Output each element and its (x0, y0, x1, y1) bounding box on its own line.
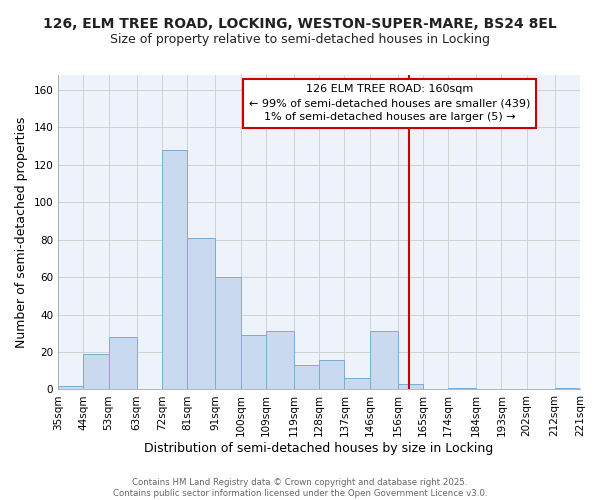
Bar (162, 150, 187, 390)
Bar (294, 365, 319, 390)
Bar (319, 360, 344, 390)
Bar (448, 388, 476, 390)
Bar (555, 388, 580, 390)
Bar (241, 335, 266, 390)
Bar (58, 386, 83, 390)
X-axis label: Distribution of semi-detached houses by size in Locking: Distribution of semi-detached houses by … (145, 442, 494, 455)
Text: Size of property relative to semi-detached houses in Locking: Size of property relative to semi-detach… (110, 32, 490, 46)
Text: Contains HM Land Registry data © Crown copyright and database right 2025.
Contai: Contains HM Land Registry data © Crown c… (113, 478, 487, 498)
Bar (344, 378, 370, 390)
Y-axis label: Number of semi-detached properties: Number of semi-detached properties (15, 116, 28, 348)
Bar (215, 277, 241, 390)
Bar (398, 384, 423, 390)
Text: 126 ELM TREE ROAD: 160sqm
← 99% of semi-detached houses are smaller (439)
1% of : 126 ELM TREE ROAD: 160sqm ← 99% of semi-… (249, 84, 530, 122)
Bar (370, 332, 398, 390)
Text: 126, ELM TREE ROAD, LOCKING, WESTON-SUPER-MARE, BS24 8EL: 126, ELM TREE ROAD, LOCKING, WESTON-SUPE… (43, 18, 557, 32)
Bar (266, 332, 294, 390)
Bar (83, 354, 109, 390)
Bar (187, 238, 215, 390)
Bar (109, 337, 137, 390)
